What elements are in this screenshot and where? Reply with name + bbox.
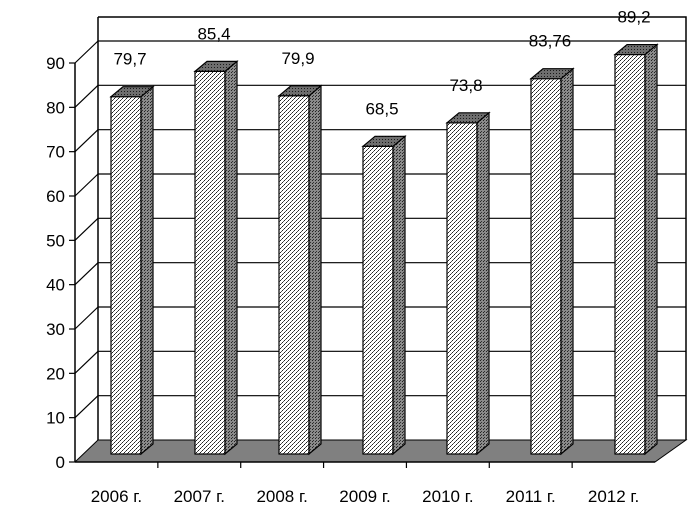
x-tick-labels: 2006 г. 2007 г. 2008 г. 2009 г. 2010 г. 2011 …	[91, 487, 640, 506]
bar-front	[278, 95, 310, 455]
y-tick-label: 0	[56, 453, 65, 472]
gridline-side	[74, 84, 99, 108]
bar-side	[140, 85, 154, 456]
bar-top	[613, 43, 659, 56]
bar-front	[530, 78, 562, 455]
x-tick-label: 2006 г.	[91, 487, 142, 506]
y-tick-label: 30	[46, 320, 65, 339]
y-tick-label: 10	[46, 409, 65, 428]
bar-top	[193, 60, 239, 72]
data-label: 83,76	[529, 32, 572, 51]
y-tick-label: 80	[46, 98, 65, 117]
gridline-side	[74, 173, 99, 197]
x-tick-label: 2008 г.	[256, 487, 307, 506]
bar	[109, 85, 155, 456]
y-tick-label: 40	[46, 276, 65, 295]
bar-top	[109, 86, 155, 98]
bar	[445, 111, 491, 456]
bar	[613, 43, 659, 456]
y-tick-label: 20	[46, 364, 65, 383]
bar-top	[277, 85, 323, 97]
data-labels: 79,7 85,4 79,9 68,5 73,8 83,76 89,2	[113, 8, 650, 119]
bar-side	[308, 84, 322, 456]
data-label: 79,9	[281, 49, 314, 68]
data-label: 79,7	[113, 50, 146, 69]
bar-side	[224, 60, 238, 456]
axes	[69, 17, 655, 468]
bar-front	[446, 122, 478, 455]
data-label: 68,5	[365, 99, 398, 118]
bar	[193, 60, 239, 456]
gridline-side	[74, 306, 99, 330]
x-tick-label: 2012 г.	[588, 487, 639, 506]
bar-front	[110, 96, 142, 455]
x-tick-label: 2011 г.	[506, 487, 556, 506]
y-tick-label: 50	[46, 231, 65, 250]
y-tick-labels: 0 10 20 30 40 50 60 70 80 90	[46, 54, 65, 472]
y-tick-label: 90	[46, 54, 65, 73]
data-label: 85,4	[197, 24, 230, 43]
data-label: 89,2	[617, 8, 650, 27]
y-tick-label: 60	[46, 187, 65, 206]
bar-front	[194, 70, 226, 455]
bar-side	[560, 67, 574, 456]
bars	[109, 43, 659, 456]
x-tick-label: 2010 г.	[422, 487, 473, 506]
bar	[277, 84, 323, 456]
bar-front	[362, 145, 394, 455]
bar-top	[445, 112, 491, 124]
gridline-side	[74, 217, 99, 241]
bar-top	[361, 135, 407, 147]
gridline-side	[74, 129, 99, 153]
bar-side	[644, 43, 658, 456]
bar-side	[392, 135, 406, 456]
bar	[529, 67, 575, 456]
gridline-side	[74, 350, 99, 374]
plot-back-border	[98, 16, 687, 440]
data-label: 73,8	[449, 76, 482, 95]
bar-front	[614, 53, 646, 455]
x-tick-label: 2007 г.	[174, 487, 225, 506]
gridline-side	[74, 395, 99, 419]
x-tick-label: 2009 г.	[339, 487, 390, 506]
bar	[361, 135, 407, 456]
bar-side	[476, 111, 490, 456]
y-tick-label: 70	[46, 143, 65, 162]
gridline-side	[74, 40, 99, 64]
bar-top	[529, 68, 575, 80]
gridline-side	[74, 262, 99, 286]
